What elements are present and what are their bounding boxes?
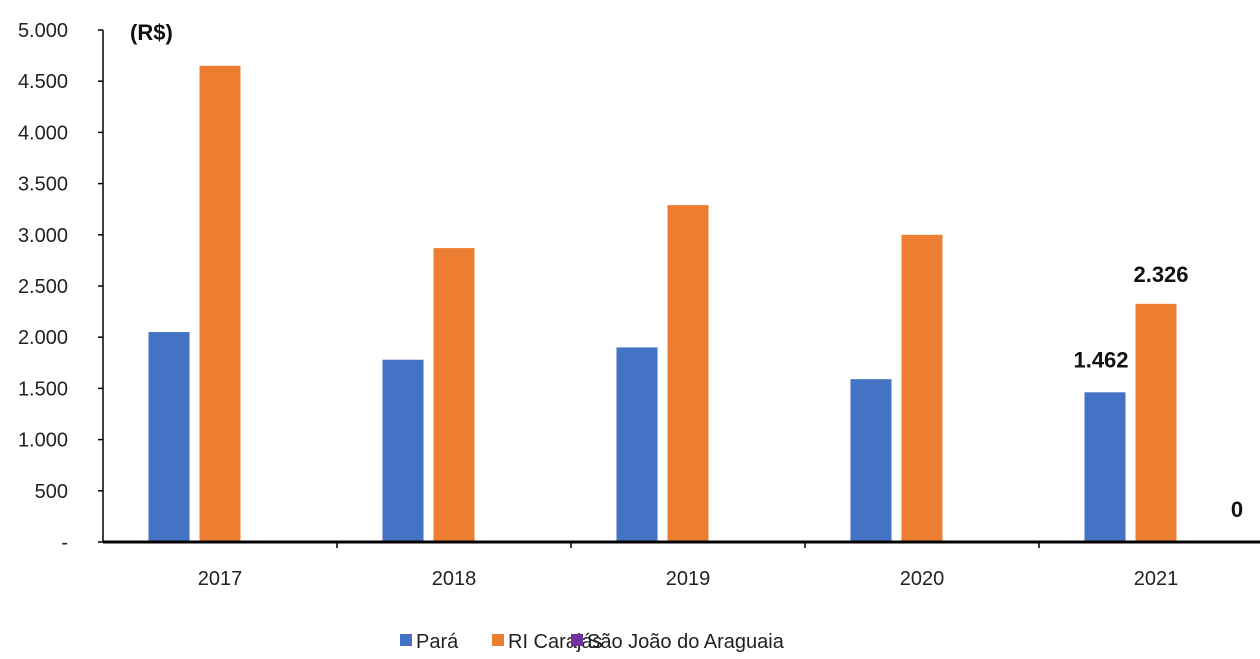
legend-swatch bbox=[571, 634, 583, 646]
data-label: 1.462 bbox=[1073, 347, 1128, 372]
bar-ri-caraj-s-2017 bbox=[199, 65, 241, 542]
y-tick-label: 2.000 bbox=[18, 327, 68, 349]
data-label: 0 bbox=[1231, 497, 1243, 522]
bar-par--2021 bbox=[1084, 392, 1126, 542]
legend-label: Pará bbox=[416, 631, 459, 653]
y-tick-label: 5.000 bbox=[18, 20, 68, 42]
x-tick-label: 2017 bbox=[198, 568, 243, 590]
bar-par--2018 bbox=[382, 359, 424, 542]
y-tick-label: - bbox=[61, 532, 68, 554]
legend-swatch bbox=[492, 634, 504, 646]
bar-ri-caraj-s-2021 bbox=[1135, 303, 1177, 542]
bar-par--2017 bbox=[148, 332, 190, 542]
x-tick-label: 2020 bbox=[900, 568, 945, 590]
y-tick-label: 1.500 bbox=[18, 378, 68, 400]
bar-ri-caraj-s-2020 bbox=[901, 234, 943, 543]
legend-label: São João do Araguaia bbox=[587, 631, 785, 653]
legend-swatch bbox=[400, 634, 412, 646]
y-tick-label: 4.000 bbox=[18, 122, 68, 144]
unit-label: (R$) bbox=[130, 20, 173, 45]
y-tick-label: 4.500 bbox=[18, 71, 68, 93]
y-tick-label: 3.000 bbox=[18, 225, 68, 247]
y-tick-label: 1.000 bbox=[18, 430, 68, 452]
bar-ri-caraj-s-2019 bbox=[667, 205, 709, 542]
data-label: 2.326 bbox=[1133, 262, 1188, 287]
bar-par--2020 bbox=[850, 379, 892, 542]
x-tick-label: 2019 bbox=[666, 568, 711, 590]
bar-ri-caraj-s-2018 bbox=[433, 248, 475, 542]
x-tick-label: 2018 bbox=[432, 568, 477, 590]
bar-par--2019 bbox=[616, 347, 658, 542]
x-tick-label: 2021 bbox=[1134, 568, 1179, 590]
y-tick-label: 500 bbox=[35, 481, 68, 503]
y-tick-label: 3.500 bbox=[18, 174, 68, 196]
y-tick-label: 2.500 bbox=[18, 276, 68, 298]
plot-area: - 500 1.000 1.500 2.000 2.500 3.000 3.500 4.000 4… bbox=[18, 20, 1260, 590]
